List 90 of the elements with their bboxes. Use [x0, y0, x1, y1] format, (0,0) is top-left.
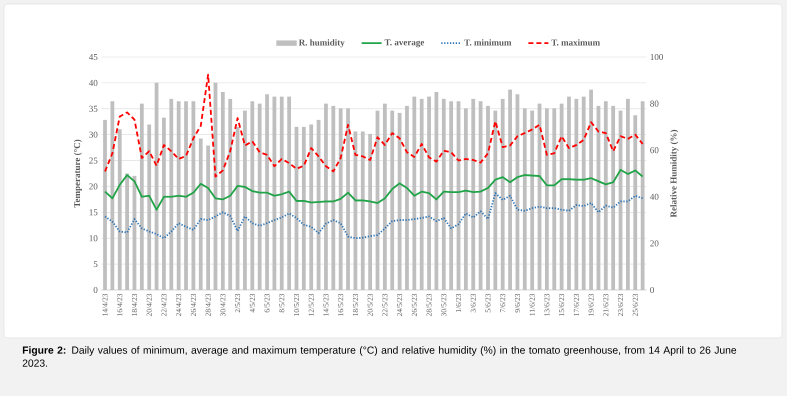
bar: [132, 176, 136, 290]
y-tick-label: 25: [89, 158, 98, 164]
bar: [198, 138, 203, 290]
line-series: [104, 74, 644, 178]
bar: [346, 108, 350, 290]
y-axis-title: Temperature (°C): [74, 140, 82, 208]
bar: [574, 98, 578, 290]
bar: [456, 101, 460, 290]
bar: [154, 82, 158, 290]
bar: [442, 98, 446, 290]
y2-tick-label: 80: [650, 100, 658, 107]
bar: [508, 90, 512, 290]
bar: [368, 134, 372, 290]
bar: [449, 101, 454, 290]
legend-label: T. minimum: [464, 39, 512, 46]
bar: [434, 92, 438, 290]
y-tick-label: 30: [89, 132, 98, 138]
bar: [486, 106, 490, 290]
y-tick-label: 40: [88, 80, 98, 86]
bar: [427, 96, 431, 290]
bar: [214, 82, 218, 290]
bar: [258, 104, 262, 290]
y-tick-label: 10: [90, 235, 98, 242]
y2-tick-label: 60: [650, 147, 658, 154]
bar: [567, 96, 571, 290]
bar: [316, 120, 320, 290]
bar: [354, 132, 358, 290]
legend-label: T. maximum: [551, 39, 600, 46]
bar: [118, 129, 122, 290]
bar: [471, 98, 476, 290]
bar: [110, 101, 114, 290]
y2-tick-label: 40: [650, 194, 658, 200]
bar: [206, 146, 210, 290]
legend-label: T. average: [384, 39, 424, 48]
bar: [589, 90, 593, 290]
y-tick-label: 20: [89, 183, 98, 190]
bar: [618, 110, 622, 290]
bar: [176, 101, 181, 290]
bar: [250, 101, 254, 290]
bar: [640, 101, 645, 290]
bar: [324, 104, 328, 290]
y2-axis-title: Relative Humidity (%): [670, 130, 678, 218]
y-tick-label: 35: [89, 106, 98, 112]
bar: [236, 126, 240, 290]
bar: [420, 98, 424, 290]
bar: [331, 106, 336, 290]
y-tick-label: 5: [94, 261, 98, 268]
y2-tick-label: 0: [650, 286, 654, 294]
bar: [478, 101, 483, 290]
line-series: [104, 192, 644, 240]
bar: [302, 126, 306, 290]
legend-label: R. humidity: [298, 39, 345, 48]
y2-tick-label: 100: [650, 54, 663, 60]
line-series: [104, 168, 644, 211]
y-tick-label: 0: [94, 286, 98, 294]
bar: [626, 98, 630, 290]
bar: [220, 92, 225, 290]
bar: [103, 120, 107, 290]
bar: [604, 101, 608, 290]
text: Figure 2: Daily values of minimum, average and maximum temperature (°C) and relative humidity (%) in the tomato greenhouse, from 14 April to 26 June 2023.: [22, 346, 736, 367]
bar: [162, 118, 166, 290]
bar: [169, 98, 174, 290]
bar: [294, 126, 298, 290]
y-tick-label: 45: [88, 54, 98, 60]
bar: [633, 115, 638, 290]
bar: [382, 104, 387, 290]
bar: [405, 106, 409, 290]
bar: [582, 96, 586, 290]
bar: [560, 104, 564, 290]
bar: [538, 104, 542, 290]
bar: [544, 108, 549, 290]
bar: [398, 112, 402, 290]
bar: [272, 96, 276, 290]
bar: [376, 110, 380, 290]
bar: [530, 110, 534, 290]
bar: [125, 173, 130, 290]
bar: [596, 106, 600, 290]
bar: [184, 101, 188, 290]
bar: [280, 96, 284, 290]
bar: [360, 132, 365, 290]
bar: [191, 101, 196, 290]
bar: [412, 96, 416, 290]
bar: [522, 108, 527, 290]
y-tick-label: 15: [90, 209, 98, 216]
bar: [516, 94, 520, 290]
bar: [287, 96, 292, 290]
bar: [464, 108, 468, 290]
bar: [243, 110, 247, 290]
y2-tick-label: 20: [650, 240, 658, 246]
bar: [265, 94, 269, 290]
